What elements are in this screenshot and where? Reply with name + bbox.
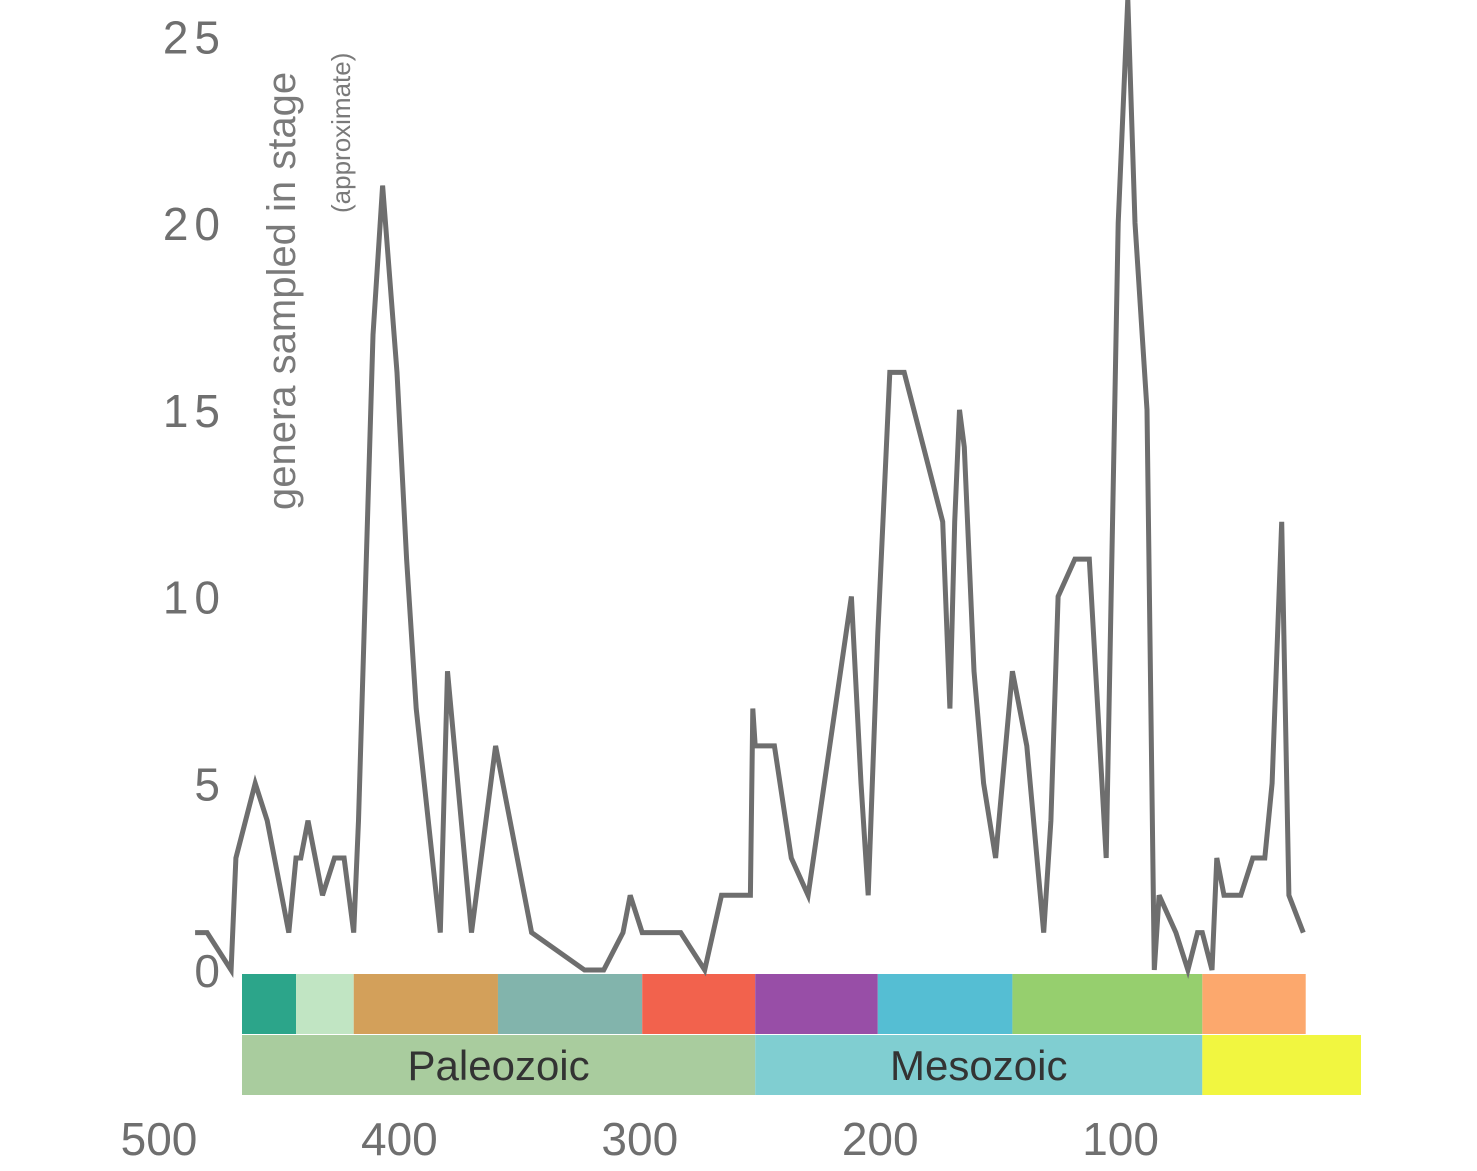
y-axis-ticks: 0 5 10 15 20 25 [163, 11, 226, 997]
geologic-era-bands: Paleozoic Mesozoic [242, 1035, 1361, 1095]
x-tick-label: 500 [121, 1113, 198, 1165]
y-tick-label: 20 [163, 198, 226, 250]
period-band-1 [242, 974, 297, 1034]
y-tick-label: 10 [163, 572, 226, 624]
y-axis-label: genera sampled in stage [260, 72, 304, 510]
period-band-8 [1012, 974, 1203, 1034]
period-band-3 [353, 974, 498, 1034]
era-label-paleozoic: Paleozoic [408, 1042, 590, 1089]
y-tick-label: 5 [194, 758, 226, 810]
era-band-2 [1202, 1035, 1361, 1095]
x-tick-label: 300 [601, 1113, 678, 1165]
x-tick-label: 400 [361, 1113, 438, 1165]
era-band-1 [755, 1035, 1203, 1095]
series-line-0 [195, 0, 1306, 980]
period-band-9 [1202, 974, 1306, 1034]
y-tick-label: 25 [163, 11, 226, 63]
period-band-4 [497, 974, 643, 1034]
x-axis-ticks: 500 400 300 200 100 [121, 1113, 1159, 1165]
x-tick-label: 100 [1082, 1113, 1159, 1165]
period-band-2 [296, 974, 354, 1034]
period-band-5 [642, 974, 756, 1034]
era-band-0 [242, 1035, 756, 1095]
y-tick-label: 0 [194, 945, 226, 997]
x-tick-label: 200 [842, 1113, 919, 1165]
period-band-7 [877, 974, 1013, 1034]
period-band-6 [755, 974, 878, 1034]
era-label-mesozoic: Mesozoic [890, 1042, 1067, 1089]
y-tick-label: 15 [163, 385, 226, 437]
series-group [195, 0, 1306, 980]
y-axis-label-note: (approximate) [326, 53, 356, 213]
geologic-period-bands [242, 974, 1306, 1034]
